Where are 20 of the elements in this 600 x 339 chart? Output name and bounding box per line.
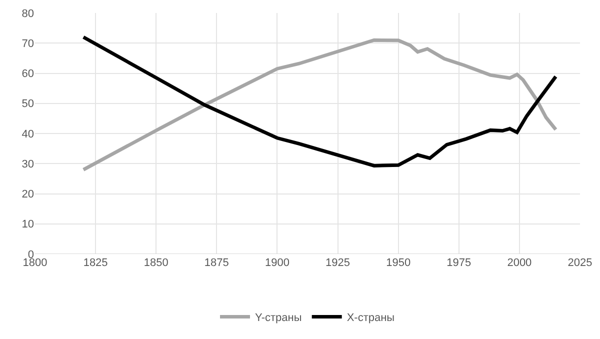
legend-label: Y-страны bbox=[255, 312, 302, 324]
x-tick-label: 2025 bbox=[568, 257, 592, 269]
x-tick-label: 1950 bbox=[386, 257, 411, 269]
legend-label: X-страны bbox=[346, 312, 395, 324]
y-tick-label: 20 bbox=[22, 188, 34, 201]
x-tick-label: 1825 bbox=[83, 257, 108, 269]
y-tick-label: 70 bbox=[22, 38, 34, 50]
x-tick-label: 1875 bbox=[204, 257, 229, 269]
y-tick-label: 30 bbox=[22, 158, 34, 170]
x-tick-label: 1850 bbox=[144, 257, 168, 269]
x-tick-label: 1900 bbox=[264, 257, 290, 269]
x-tick-label: 1925 bbox=[326, 257, 350, 269]
x-tick-label: 1975 bbox=[446, 257, 472, 269]
y-tick-label: 10 bbox=[22, 218, 34, 231]
x-tick-label: 2000 bbox=[507, 257, 532, 269]
y-tick-label: 50 bbox=[22, 98, 34, 110]
y-tick-label: 40 bbox=[22, 128, 34, 140]
y-tick-label: 60 bbox=[22, 68, 34, 80]
y-tick-label: 80 bbox=[22, 8, 34, 20]
x-tick-label: 1800 bbox=[22, 257, 48, 269]
